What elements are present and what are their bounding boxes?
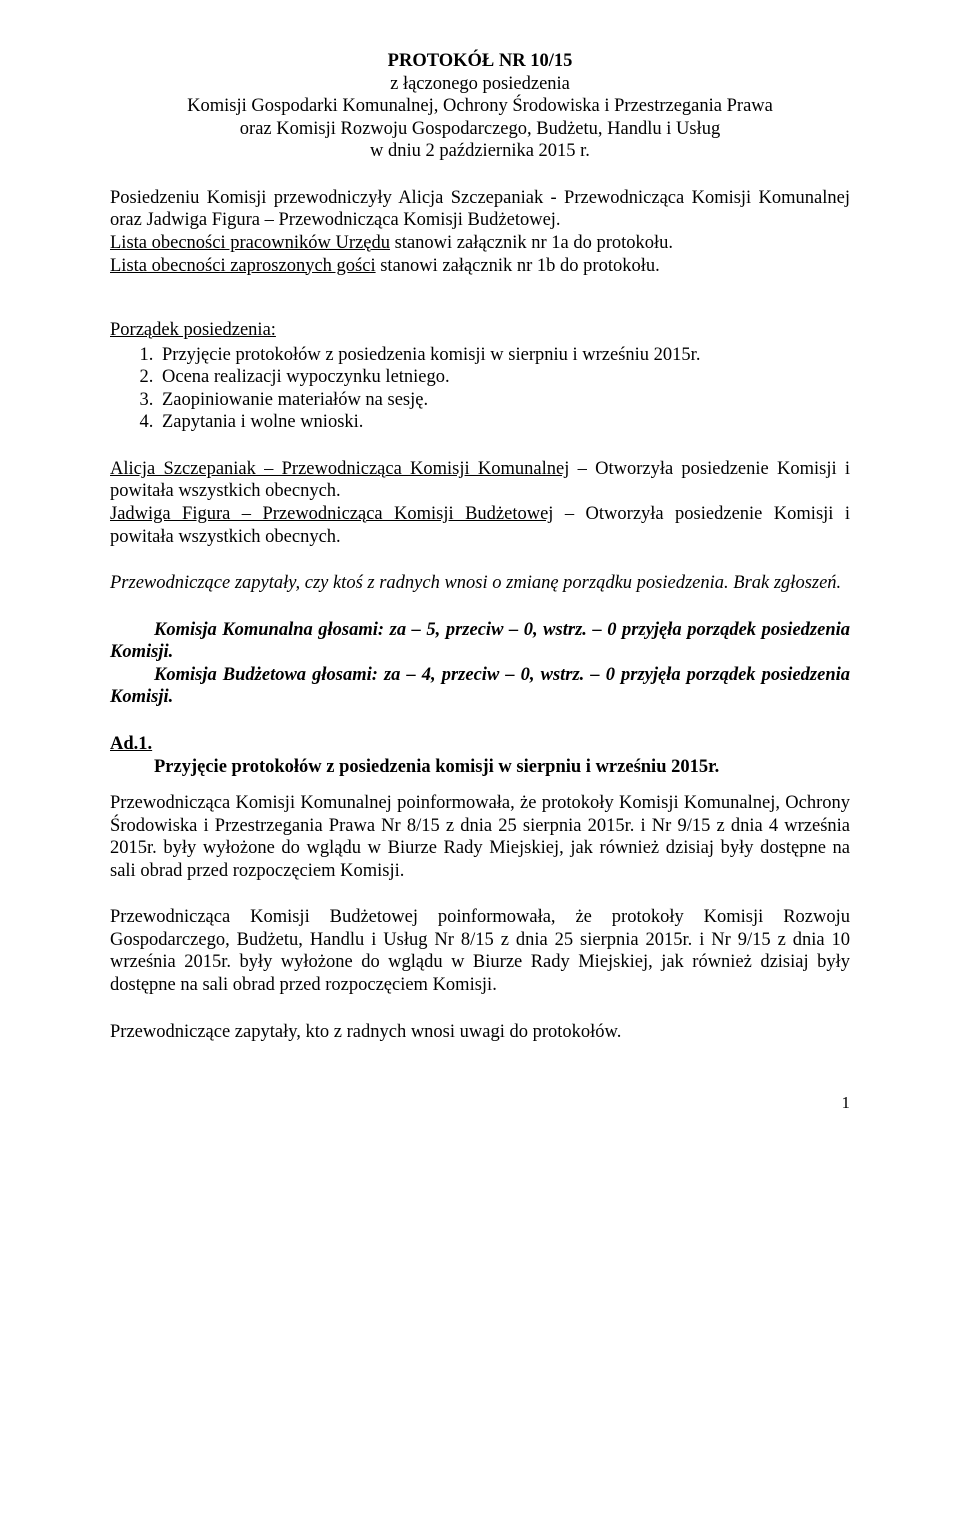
doc-subtitle-4: w dniu 2 października 2015 r. — [110, 140, 850, 163]
doc-subtitle-3: oraz Komisji Rozwoju Gospodarczego, Budż… — [110, 118, 850, 141]
doc-subtitle-1: z łączonego posiedzenia — [110, 73, 850, 96]
ad1-paragraph-2: Przewodnicząca Komisji Budżetowej poinfo… — [110, 906, 850, 996]
chair-1: Alicja Szczepaniak – Przewodnicząca Komi… — [110, 459, 569, 479]
attendance-link-1: Lista obecności pracowników Urzędu — [110, 233, 390, 253]
attendance-link-2: Lista obecności zaproszonych gości — [110, 256, 376, 276]
agenda-list: Przyjęcie protokołów z posiedzenia komis… — [110, 344, 850, 434]
order-question: Przewodniczące zapytały, czy ktoś z radn… — [110, 572, 850, 595]
agenda-item: Przyjęcie protokołów z posiedzenia komis… — [158, 344, 850, 367]
section-ad1-heading: Ad.1. Przyjęcie protokołów z posiedzenia… — [110, 733, 850, 778]
agenda-item: Zapytania i wolne wnioski. — [158, 411, 850, 434]
vote-result-2: Komisja Budżetowa głosami: za – 4, przec… — [110, 664, 850, 709]
doc-subtitle-2: Komisji Gospodarki Komunalnej, Ochrony Ś… — [110, 95, 850, 118]
ad1-paragraph-3: Przewodniczące zapytały, kto z radnych w… — [110, 1021, 850, 1044]
agenda-item: Ocena realizacji wypoczynku letniego. — [158, 366, 850, 389]
attendance-rest-2: stanowi załącznik nr 1b do protokołu. — [376, 256, 660, 276]
opening-paragraph: Alicja Szczepaniak – Przewodnicząca Komi… — [110, 458, 850, 548]
intro-text-1: Posiedzeniu Komisji przewodniczyły Alicj… — [110, 188, 850, 231]
agenda-heading: Porządek posiedzenia: — [110, 319, 850, 342]
section-label: Ad.1. — [110, 734, 152, 754]
attendance-rest-1: stanowi załącznik nr 1a do protokołu. — [390, 233, 673, 253]
votes-block: Komisja Komunalna głosami: za – 5, przec… — [110, 619, 850, 709]
vote-result-1: Komisja Komunalna głosami: za – 5, przec… — [110, 619, 850, 664]
intro-paragraph: Posiedzeniu Komisji przewodniczyły Alicj… — [110, 187, 850, 277]
page-number: 1 — [110, 1093, 850, 1114]
doc-title: PROTOKÓŁ NR 10/15 — [110, 50, 850, 73]
section-title: Przyjęcie protokołów z posiedzenia komis… — [110, 756, 850, 779]
chair-2: Jadwiga Figura – Przewodnicząca Komisji … — [110, 504, 553, 524]
agenda-item: Zaopiniowanie materiałów na sesję. — [158, 389, 850, 412]
document-header: PROTOKÓŁ NR 10/15 z łączonego posiedzeni… — [110, 50, 850, 163]
ad1-paragraph-1: Przewodnicząca Komisji Komunalnej poinfo… — [110, 792, 850, 882]
